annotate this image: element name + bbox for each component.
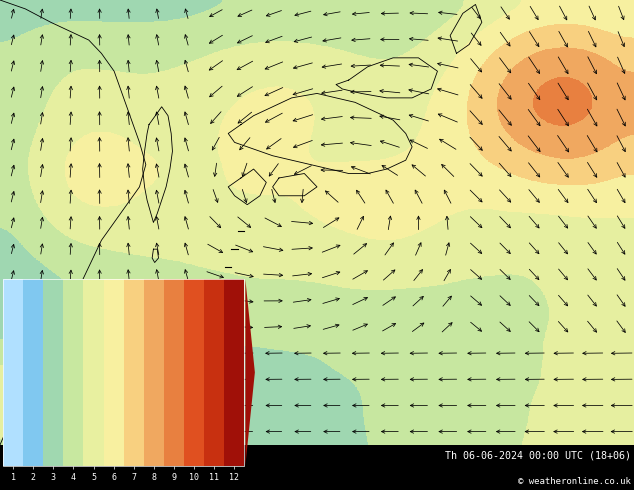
Text: © weatheronline.co.uk: © weatheronline.co.uk — [518, 477, 631, 487]
Text: Th 06-06-2024 00:00 UTC (18+06): Th 06-06-2024 00:00 UTC (18+06) — [445, 450, 631, 460]
Polygon shape — [245, 279, 255, 465]
Text: Surface wind (bft)  ECMWF: Surface wind (bft) ECMWF — [3, 450, 153, 460]
